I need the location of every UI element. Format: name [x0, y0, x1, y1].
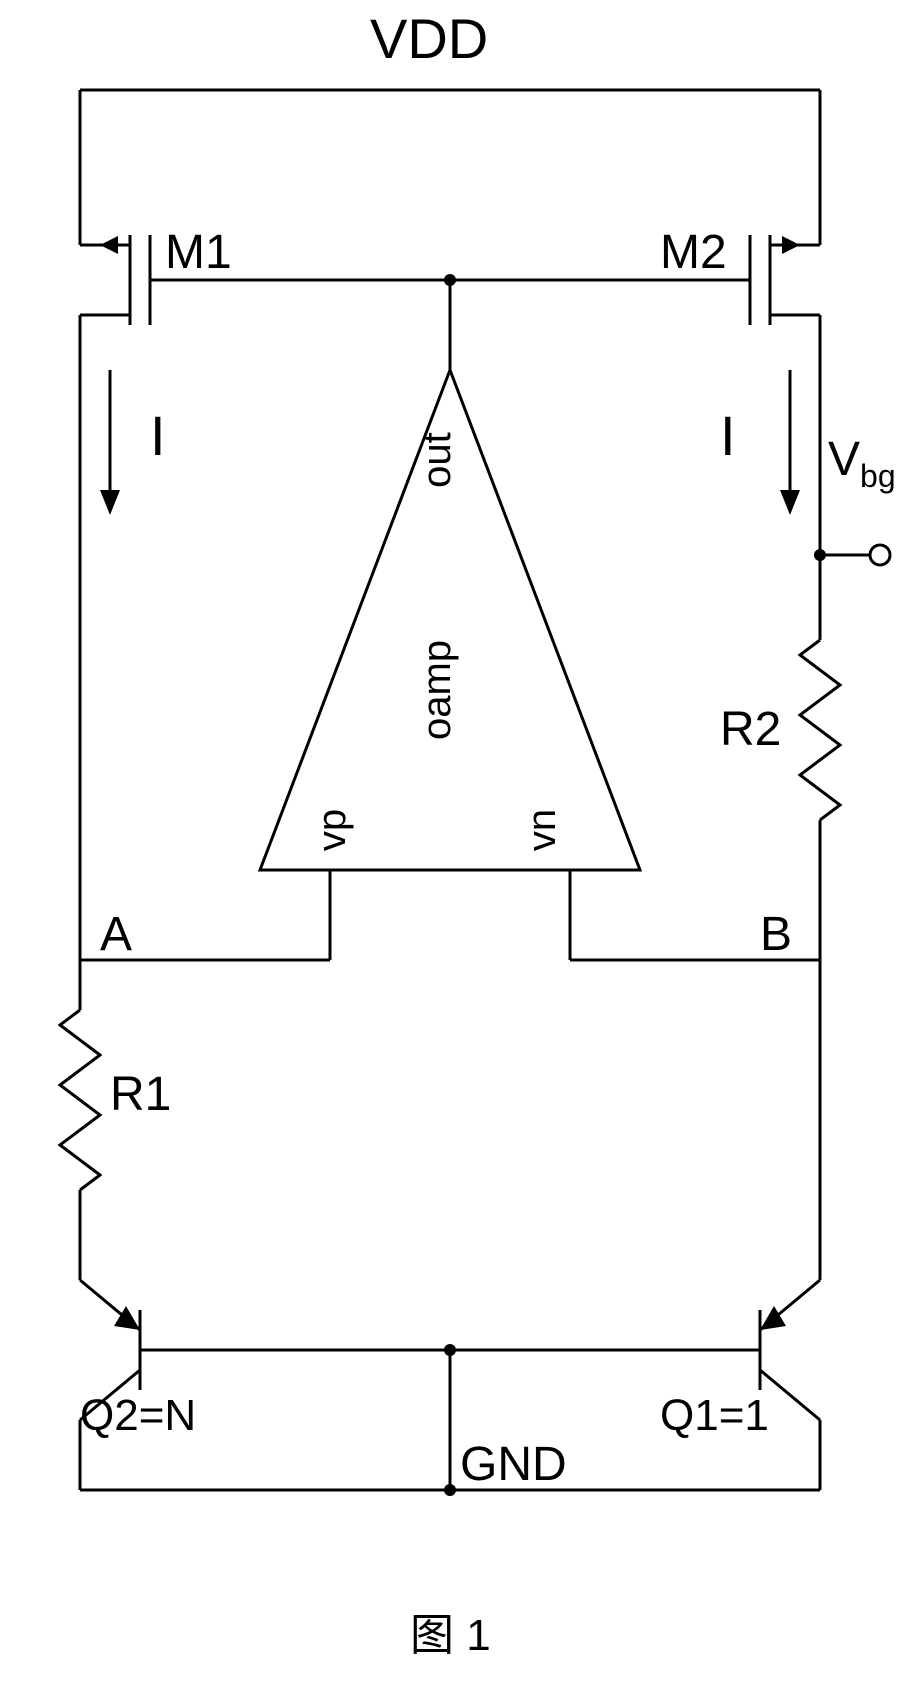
figure-caption: 图 1: [410, 1611, 491, 1660]
transistor-m1: [80, 235, 450, 325]
label-vdd: VDD: [370, 7, 488, 70]
current-i-left: [100, 370, 120, 515]
transistor-q2: [80, 1280, 450, 1490]
label-b: B: [760, 908, 792, 961]
label-m2: M2: [660, 226, 727, 279]
label-r2: R2: [720, 703, 781, 756]
resistor-r1: [60, 1010, 100, 1190]
label-amp-vp: vp: [310, 809, 354, 851]
label-q1: Q1=1: [660, 1391, 769, 1440]
label-m1: M1: [165, 226, 232, 279]
label-q2: Q2=N: [80, 1391, 196, 1440]
label-gnd: GND: [460, 1438, 567, 1491]
label-amp-vn: vn: [520, 809, 564, 851]
transistor-m2: [450, 235, 820, 325]
circuit-diagram: VDD M1 M2 I I: [0, 0, 903, 1696]
label-amp-out: out: [415, 432, 459, 488]
label-r1: R1: [110, 1068, 171, 1121]
vbg-output: [814, 545, 890, 565]
label-vbg: Vbg: [828, 433, 896, 494]
current-i-right: [780, 370, 800, 515]
opamp: [80, 280, 820, 960]
resistor-r2: [800, 590, 840, 960]
label-amp-name: oamp: [415, 640, 459, 740]
label-i-right: I: [720, 404, 736, 467]
label-a: A: [100, 908, 132, 961]
label-i-left: I: [150, 404, 166, 467]
